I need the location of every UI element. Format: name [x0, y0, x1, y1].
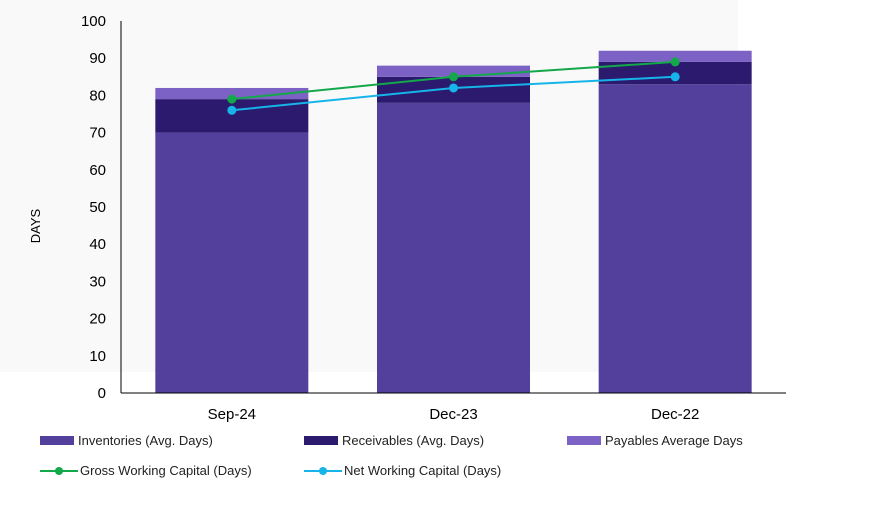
- legend-swatch-receivables: [304, 436, 338, 445]
- legend-swatch-net-wc: [304, 466, 342, 476]
- legend-swatch-gross-wc: [40, 466, 78, 476]
- point-gross-working-capital-days-dec-23: [449, 72, 458, 82]
- bar-inventories-avg-days-dec-22: [598, 84, 752, 394]
- legend-label-gross-wc: Gross Working Capital (Days): [80, 463, 252, 478]
- bar-inventories-avg-days-dec-23: [377, 102, 530, 393]
- point-net-working-capital-days-dec-22: [670, 72, 680, 82]
- legend-row-bars: Inventories (Avg. Days) Receivables (Avg…: [40, 433, 840, 453]
- legend-item-inventories: Inventories (Avg. Days): [40, 433, 213, 448]
- chart: 0 10 20 30 40 50 60 70 80 90 100 Sep-24 Dec-23 Dec-2…: [28, 13, 786, 423]
- legend-swatch-inventories: [40, 436, 74, 445]
- point-gross-working-capital-days-sep-24: [227, 94, 237, 104]
- bar-payables-average-days-dec-23: [377, 65, 530, 77]
- legend-swatch-payables: [567, 436, 601, 445]
- y-tick-label: 50: [89, 199, 106, 216]
- y-axis-title: DAYS: [28, 208, 43, 243]
- y-tick-label: 80: [89, 87, 106, 104]
- legend-label-net-wc: Net Working Capital (Days): [344, 463, 502, 478]
- legend-row-lines: Gross Working Capital (Days) Net Working…: [40, 463, 840, 483]
- y-tick-label: 10: [89, 348, 106, 365]
- bar-payables-average-days-sep-24: [155, 87, 309, 100]
- y-tick-label: 0: [98, 385, 106, 402]
- y-tick-label: 20: [89, 311, 106, 328]
- legend-item-payables: Payables Average Days: [567, 433, 743, 448]
- y-tick-label: 70: [89, 125, 106, 142]
- point-net-working-capital-days-dec-23: [449, 83, 458, 93]
- y-tick-label: 30: [89, 273, 106, 290]
- x-category-label: Sep-24: [208, 406, 256, 423]
- point-gross-working-capital-days-dec-22: [670, 57, 680, 67]
- legend-item-gross-wc: Gross Working Capital (Days): [40, 463, 252, 478]
- y-tick-label: 100: [81, 13, 106, 30]
- y-tick-label: 90: [89, 50, 106, 67]
- x-category-label: Dec-23: [429, 406, 477, 423]
- legend-item-net-wc: Net Working Capital (Days): [304, 463, 501, 478]
- bar-inventories-avg-days-sep-24: [155, 132, 309, 393]
- bar-payables-average-days-dec-22: [598, 50, 752, 62]
- y-tick-label: 60: [89, 162, 106, 179]
- legend-label-inventories: Inventories (Avg. Days): [78, 433, 213, 448]
- legend-item-receivables: Receivables (Avg. Days): [304, 433, 484, 448]
- point-net-working-capital-days-sep-24: [227, 105, 237, 115]
- x-category-label: Dec-22: [651, 406, 699, 423]
- legend-label-receivables: Receivables (Avg. Days): [342, 433, 485, 448]
- y-tick-label: 40: [89, 236, 106, 253]
- legend-label-payables: Payables Average Days: [605, 433, 743, 448]
